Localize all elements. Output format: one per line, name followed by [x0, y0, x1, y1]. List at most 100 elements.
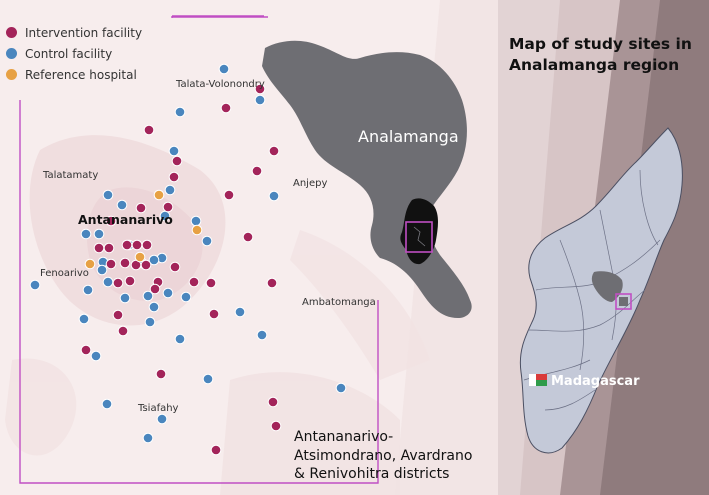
intervention-facility-marker [210, 444, 222, 456]
district-outline [413, 226, 426, 247]
control-facility-marker [156, 413, 168, 425]
place-label-talatamaty: Talatamaty [43, 170, 99, 181]
place-label-antananarivo: Antananarivo [78, 212, 173, 227]
intervention-facility-marker [131, 239, 143, 251]
control-facility-marker [93, 228, 105, 240]
place-label-tsiafahy: Tsiafahy [138, 403, 179, 414]
control-facility-marker [218, 63, 230, 75]
region-label: Analamanga [358, 127, 459, 146]
intervention-facility-marker [121, 239, 133, 251]
control-facility-marker [201, 235, 213, 247]
control-facility-marker [234, 306, 246, 318]
reference-hospital-marker [191, 224, 203, 236]
control-facility-marker [335, 382, 347, 394]
intervention-facility-marker [169, 261, 181, 273]
place-label-anjepy: Anjepy [293, 178, 328, 189]
reference-dot-icon [6, 69, 17, 80]
control-facility-marker [119, 292, 131, 304]
intervention-facility-marker [205, 277, 217, 289]
legend-item-reference: Reference hospital [6, 64, 142, 85]
intervention-facility-marker [103, 242, 115, 254]
districts-line: Atsimondrano, Avardrano [294, 447, 473, 464]
control-facility-marker [142, 290, 154, 302]
intervention-facility-marker [220, 102, 232, 114]
control-facility-marker [142, 432, 154, 444]
legend-label: Reference hospital [25, 67, 137, 82]
intervention-facility-marker [93, 242, 105, 254]
control-facility-marker [90, 350, 102, 362]
control-facility-marker [101, 398, 113, 410]
control-facility-marker [268, 190, 280, 202]
intervention-facility-marker [135, 202, 147, 214]
control-facility-marker [254, 94, 266, 106]
control-facility-marker [82, 284, 94, 296]
facility-markers [29, 63, 347, 456]
control-facility-marker [102, 189, 114, 201]
control-facility-marker [256, 329, 268, 341]
intervention-facility-marker [268, 145, 280, 157]
intervention-facility-marker [112, 309, 124, 321]
districts-line: & Renivohitra districts [294, 466, 450, 482]
control-facility-marker [174, 333, 186, 345]
place-label-ambatomanga: Ambatomanga [302, 297, 376, 308]
intervention-facility-marker [112, 277, 124, 289]
intervention-facility-marker [251, 165, 263, 177]
legend-label: Control facility [25, 46, 113, 61]
control-facility-marker [174, 106, 186, 118]
intervention-facility-marker [171, 155, 183, 167]
map-title-line: Analamanga region [509, 56, 680, 74]
intervention-dot-icon [6, 27, 17, 38]
intervention-facility-marker [143, 124, 155, 136]
intervention-facility-marker [124, 275, 136, 287]
control-facility-marker [29, 279, 41, 291]
reference-hospital-marker [84, 258, 96, 270]
intervention-facility-marker [162, 201, 174, 213]
control-facility-marker [80, 228, 92, 240]
control-facility-marker [180, 291, 192, 303]
control-facility-marker [78, 313, 90, 325]
control-facility-marker [96, 264, 108, 276]
intervention-facility-marker [105, 215, 117, 227]
control-facility-marker [116, 199, 128, 211]
control-dot-icon [6, 48, 17, 59]
intervention-facility-marker [119, 257, 131, 269]
madagascar-analamanga [591, 271, 623, 302]
control-facility-marker [144, 316, 156, 328]
madagascar-flag-icon [529, 374, 547, 386]
intervention-facility-marker [254, 83, 266, 95]
place-label-talata: Talata-Volonondry [176, 79, 265, 90]
districts-line: Antananarivo- [294, 429, 394, 445]
control-facility-marker [202, 373, 214, 385]
intervention-facility-marker [117, 325, 129, 337]
place-label-fenoarivo: Fenoarivo [40, 268, 89, 279]
intervention-facility-marker [140, 259, 152, 271]
legend-label: Intervention facility [25, 25, 143, 40]
legend-item-control: Control facility [6, 43, 142, 64]
map-title-line: Map of study sites in [509, 35, 692, 53]
control-facility-marker [148, 301, 160, 313]
control-facility-marker [168, 145, 180, 157]
madagascar-study-box [615, 293, 632, 310]
intervention-facility-marker [155, 368, 167, 380]
control-facility-marker [190, 215, 202, 227]
intervention-facility-marker [267, 396, 279, 408]
intervention-facility-marker [168, 171, 180, 183]
intervention-facility-marker [188, 276, 200, 288]
reference-hospital-marker [153, 189, 165, 201]
intervention-facility-marker [223, 189, 235, 201]
control-facility-marker [164, 184, 176, 196]
map-title: Map of study sites in Analamanga region [509, 34, 692, 76]
legend: Intervention facility Control facility R… [6, 22, 142, 85]
intervention-facility-marker [266, 277, 278, 289]
intervention-facility-marker [141, 239, 153, 251]
districts-caption: Antananarivo- Atsimondrano, Avardrano & … [294, 428, 472, 484]
madagascar-study-box-fill [619, 297, 628, 306]
analamanga-study-box [405, 221, 433, 253]
intervention-facility-marker [270, 420, 282, 432]
intervention-facility-marker [80, 344, 92, 356]
intervention-facility-marker [242, 231, 254, 243]
intervention-facility-marker [149, 283, 161, 295]
control-facility-marker [102, 276, 114, 288]
terrain-texture [5, 135, 430, 495]
legend-item-intervention: Intervention facility [6, 22, 142, 43]
